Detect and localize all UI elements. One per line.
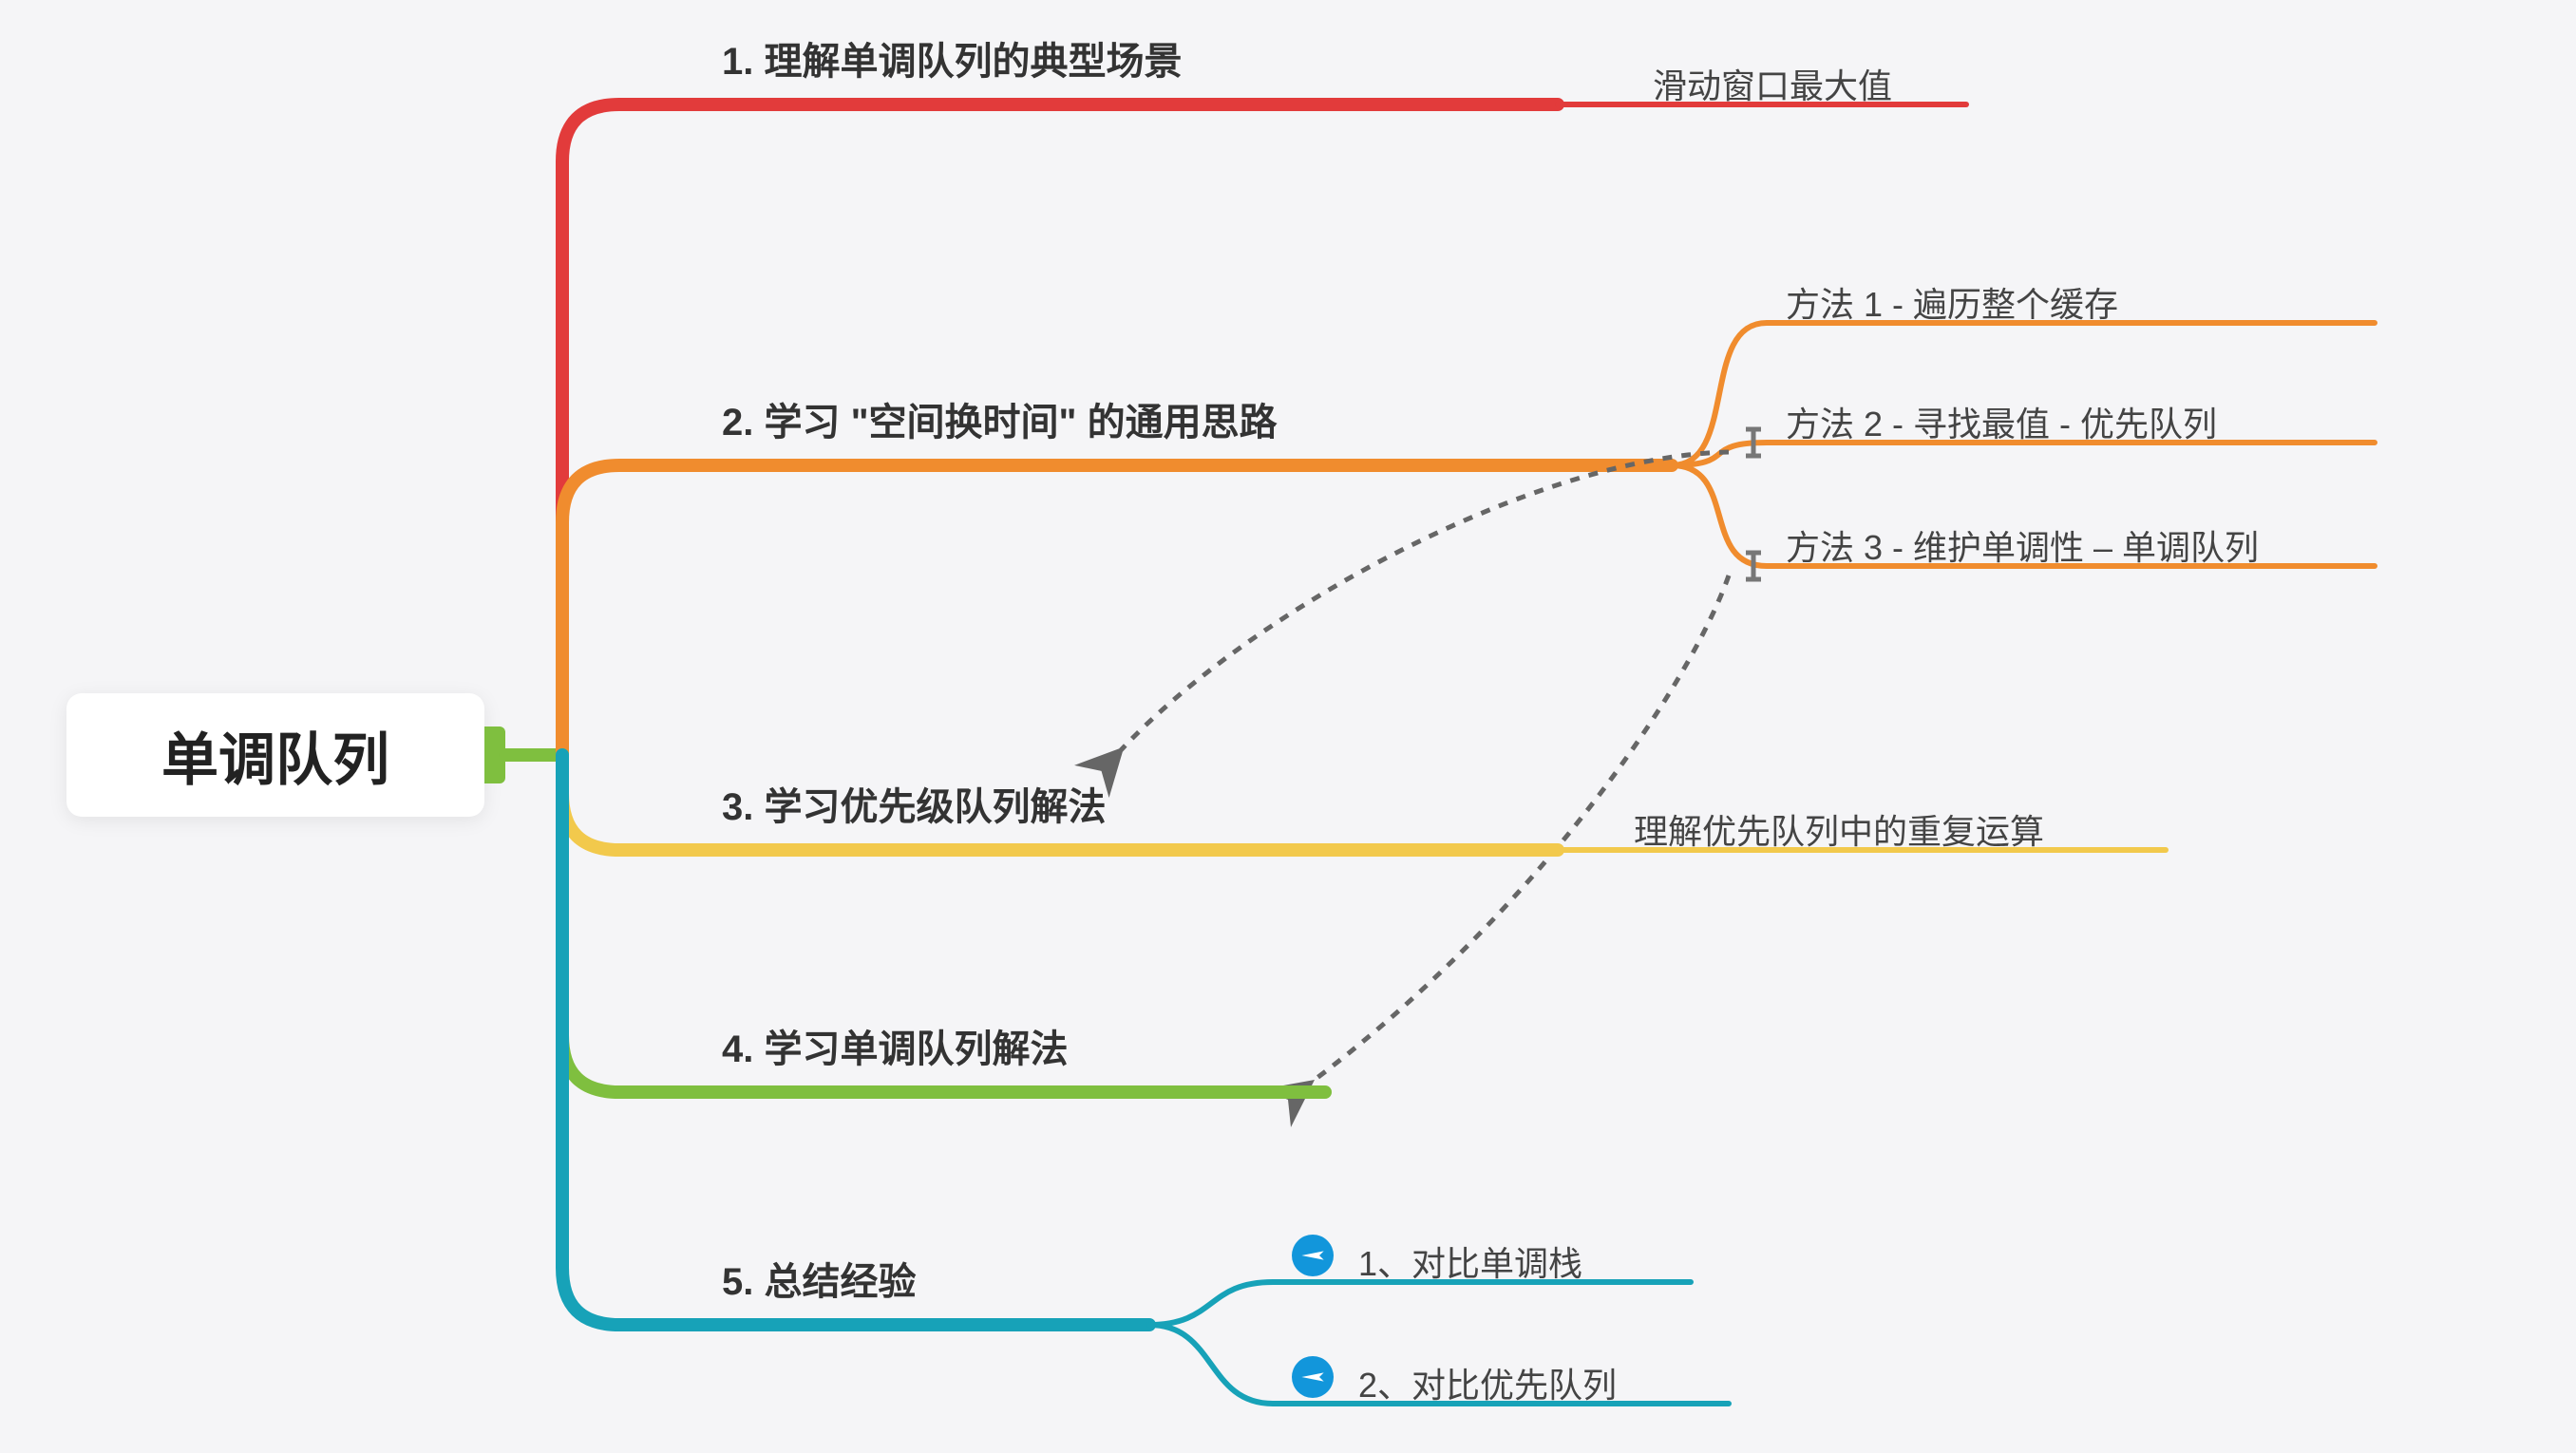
branch-3-label[interactable]: 3. 学习优先级队列解法 xyxy=(722,776,1106,831)
branch-2-label[interactable]: 2. 学习 "空间换时间" 的通用思路 xyxy=(722,391,1278,446)
leaf-5-0[interactable]: 1、对比单调栈 xyxy=(1358,1236,1582,1286)
root-label: 单调队列 xyxy=(161,714,389,797)
root-node[interactable]: 单调队列 xyxy=(66,693,484,817)
plane-icon xyxy=(1292,1356,1334,1398)
leaf-2-2[interactable]: 方法 3 - 维护单调性 – 单调队列 xyxy=(1786,520,2259,570)
leaf-2-0[interactable]: 方法 1 - 遍历整个缓存 xyxy=(1786,277,2118,327)
leaf-1-0[interactable]: 滑动窗口最大值 xyxy=(1653,59,1892,108)
leaf-5-1[interactable]: 2、对比优先队列 xyxy=(1358,1358,1617,1407)
branch-5-label[interactable]: 5. 总结经验 xyxy=(722,1251,916,1306)
root-tab xyxy=(484,726,505,783)
branch-1-label[interactable]: 1. 理解单调队列的典型场景 xyxy=(722,30,1182,85)
leaf-2-1[interactable]: 方法 2 - 寻找最值 - 优先队列 xyxy=(1786,397,2217,446)
leaf-3-0[interactable]: 理解优先队列中的重复运算 xyxy=(1634,804,2044,854)
branch-4-label[interactable]: 4. 学习单调队列解法 xyxy=(722,1018,1068,1073)
plane-icon xyxy=(1292,1235,1334,1276)
